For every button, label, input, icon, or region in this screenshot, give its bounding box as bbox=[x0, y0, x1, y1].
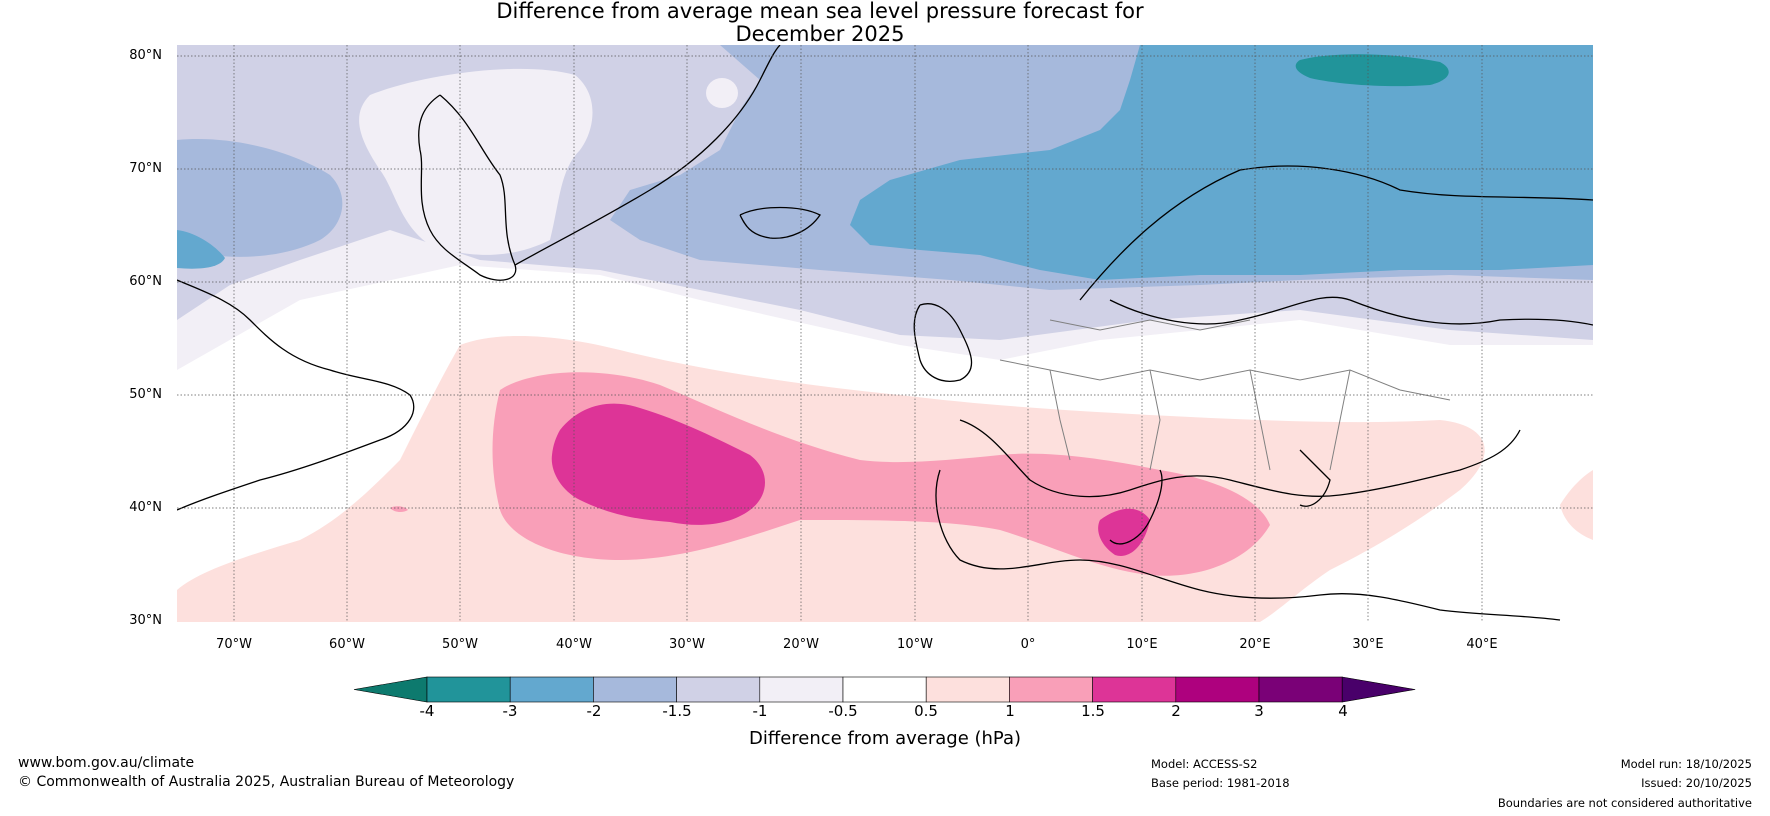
colorbar-tick: -3 bbox=[502, 702, 518, 720]
colorbar-arrow-low bbox=[353, 676, 428, 703]
colorbar-tick: 0.5 bbox=[914, 702, 938, 720]
colorbar bbox=[353, 676, 1416, 703]
lat-label-50n: 50°N bbox=[129, 387, 162, 402]
lat-label-80n: 80°N bbox=[129, 48, 162, 63]
lon-label-40w: 40°W bbox=[556, 637, 592, 652]
lon-label-30w: 30°W bbox=[669, 637, 705, 652]
band-minus-1.5-west bbox=[177, 139, 343, 265]
band-plus-1.5-east bbox=[1098, 508, 1150, 556]
band-minus-2 bbox=[850, 45, 1593, 280]
colorbar-swatch bbox=[676, 676, 761, 703]
country-borders bbox=[999, 319, 1451, 471]
lon-label-30e: 30°E bbox=[1352, 637, 1384, 652]
colorbar-swatch bbox=[509, 676, 594, 703]
lon-label-20e: 20°E bbox=[1239, 637, 1271, 652]
website-link[interactable]: www.bom.gov.au/climate bbox=[18, 755, 195, 771]
colorbar-tick: 1.5 bbox=[1081, 702, 1105, 720]
band-plus-1.5 bbox=[551, 403, 765, 525]
band-minus-2-west bbox=[177, 230, 225, 269]
colorbar-tick: -2 bbox=[586, 702, 602, 720]
lon-label-10e: 10°E bbox=[1126, 637, 1158, 652]
base-period: Base period: 1981-2018 bbox=[1151, 776, 1290, 790]
map-title-line2: December 2025 bbox=[735, 22, 905, 46]
map-title-line1: Difference from average mean sea level p… bbox=[496, 0, 1144, 23]
coastlines bbox=[177, 45, 1593, 621]
colorbar-arrow-high bbox=[1341, 676, 1416, 703]
lon-label-60w: 60°W bbox=[329, 637, 365, 652]
issued-date: Issued: 20/10/2025 bbox=[1641, 776, 1752, 790]
lon-label-70w: 70°W bbox=[216, 637, 252, 652]
colorbar-tick: -0.5 bbox=[828, 702, 858, 720]
map-title: Difference from average mean sea level p… bbox=[0, 0, 1640, 46]
colorbar-swatch bbox=[925, 676, 1010, 703]
colorbar-swatch bbox=[759, 676, 844, 703]
band-plus-0.5-east bbox=[1560, 470, 1593, 540]
map-area bbox=[177, 45, 1593, 622]
lon-label-0: 0° bbox=[1020, 637, 1036, 652]
colorbar-tick: 3 bbox=[1254, 702, 1264, 720]
copyright-text: © Commonwealth of Australia 2025, Austra… bbox=[18, 774, 515, 790]
colorbar-label: Difference from average (hPa) bbox=[748, 728, 1022, 749]
boundaries-disclaimer: Boundaries are not considered authoritat… bbox=[1497, 796, 1752, 810]
band-minus-3 bbox=[1295, 54, 1449, 87]
colorbar-swatch bbox=[1258, 676, 1343, 703]
lat-label-40n: 40°N bbox=[129, 500, 162, 515]
colorbar-swatch bbox=[1175, 676, 1260, 703]
colorbar-tick: 4 bbox=[1338, 702, 1348, 720]
small-ring bbox=[706, 78, 738, 108]
colorbar-tick: -4 bbox=[419, 702, 435, 720]
lon-label-10w: 10°W bbox=[897, 637, 933, 652]
lat-label-60n: 60°N bbox=[129, 274, 162, 289]
colorbar-tick: 1 bbox=[1005, 702, 1015, 720]
lat-label-30n: 30°N bbox=[129, 613, 162, 628]
colorbar-tick: 2 bbox=[1171, 702, 1181, 720]
colorbar-swatch bbox=[1092, 676, 1177, 703]
lon-label-20w: 20°W bbox=[783, 637, 819, 652]
lon-label-40e: 40°E bbox=[1466, 637, 1498, 652]
lat-label-70n: 70°N bbox=[129, 161, 162, 176]
model-run-date: Model run: 18/10/2025 bbox=[1620, 757, 1752, 771]
colorbar-swatch bbox=[842, 676, 927, 703]
colorbar-swatch bbox=[426, 676, 511, 703]
colorbar-swatch bbox=[593, 676, 677, 703]
graticule bbox=[177, 45, 1593, 622]
lon-label-50w: 50°W bbox=[442, 637, 478, 652]
colorbar-tick: -1 bbox=[752, 702, 768, 720]
band-minus-1-hole bbox=[359, 68, 593, 255]
colorbar-tick: -1.5 bbox=[662, 702, 692, 720]
colorbar-swatch bbox=[1009, 676, 1093, 703]
model-name: Model: ACCESS-S2 bbox=[1151, 757, 1258, 771]
